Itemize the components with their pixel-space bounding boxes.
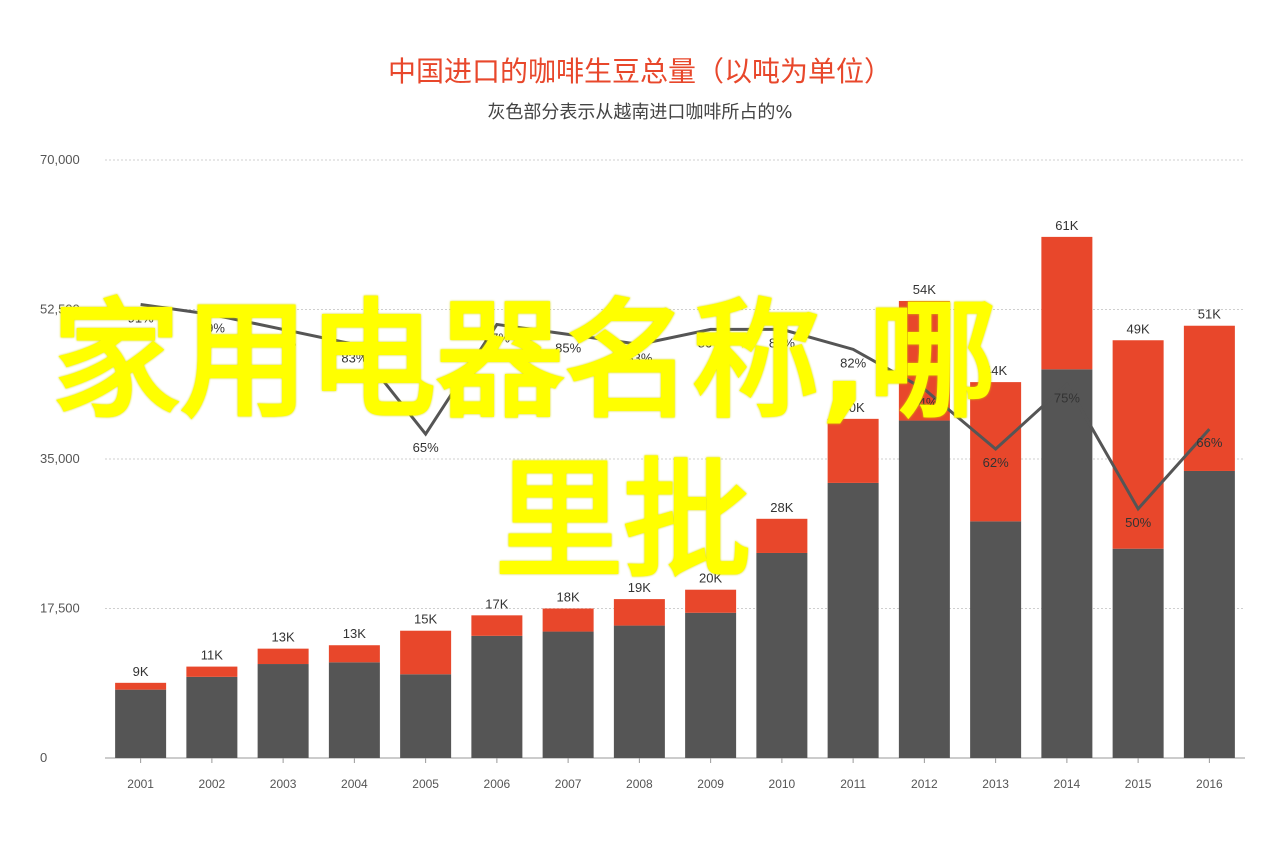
line-point-label: 87% — [484, 330, 510, 345]
x-tick-label: 2007 — [555, 777, 582, 791]
bar-total-label: 19K — [628, 580, 651, 595]
x-tick-label: 2004 — [341, 777, 368, 791]
bar-other-2010 — [756, 518, 808, 553]
bar-vietnam-2015 — [1112, 548, 1164, 758]
y-tick-label: 70,000 — [40, 152, 80, 167]
line-point-label: 86% — [769, 335, 795, 350]
bar-vietnam-2002 — [186, 676, 238, 758]
bar-total-label: 40K — [842, 400, 865, 415]
line-point-label: 83% — [626, 350, 652, 365]
y-tick-label: 52,500 — [40, 302, 80, 317]
bar-other-2013 — [970, 382, 1022, 522]
x-tick-label: 2014 — [1054, 777, 1081, 791]
bar-other-2008 — [613, 599, 665, 626]
x-tick-label: 2010 — [769, 777, 796, 791]
line-point-label: 91% — [128, 311, 154, 326]
line-point-label: 83% — [341, 350, 367, 365]
line-point-label: 82% — [840, 355, 866, 370]
bar-total-label: 28K — [770, 500, 793, 515]
line-point-label: 74% — [911, 395, 937, 410]
bar-other-2015 — [1112, 340, 1164, 549]
bar-vietnam-2001 — [115, 689, 167, 758]
bar-vietnam-2010 — [756, 552, 808, 758]
bar-other-2007 — [542, 608, 594, 632]
line-point-label: 86% — [698, 335, 724, 350]
line-point-label: 85% — [555, 340, 581, 355]
x-tick-label: 2002 — [199, 777, 226, 791]
line-point-label: 75% — [1054, 390, 1080, 405]
bar-total-label: 13K — [272, 630, 295, 645]
bar-vietnam-2003 — [257, 664, 309, 758]
bar-total-label: 44K — [984, 363, 1007, 378]
bar-vietnam-2007 — [542, 631, 594, 758]
x-tick-label: 2016 — [1196, 777, 1223, 791]
bar-total-label: 13K — [343, 626, 366, 641]
x-tick-label: 2015 — [1125, 777, 1152, 791]
line-point-label: 86% — [270, 335, 296, 350]
bar-total-label: 11K — [201, 648, 223, 663]
line-point-label: 62% — [983, 455, 1009, 470]
bar-vietnam-2008 — [613, 625, 665, 758]
bar-vietnam-2013 — [970, 521, 1022, 758]
overlay-text-line2: 里批 — [495, 447, 752, 596]
bar-total-label: 20K — [699, 571, 722, 586]
bar-other-2004 — [328, 645, 380, 663]
bar-vietnam-2009 — [685, 612, 737, 758]
y-tick-label: 17,500 — [40, 601, 80, 616]
bar-total-label: 51K — [1198, 307, 1221, 322]
bar-other-2003 — [257, 648, 309, 665]
bar-other-2011 — [827, 418, 879, 483]
bar-other-2012 — [898, 300, 950, 421]
share-line — [140, 303, 1211, 512]
bar-other-2014 — [1041, 236, 1093, 370]
line-point-label: 50% — [1125, 515, 1151, 530]
bar-total-label: 17K — [485, 596, 508, 611]
x-tick-label: 2008 — [626, 777, 653, 791]
bar-total-label: 15K — [414, 612, 437, 627]
bar-vietnam-2004 — [328, 662, 380, 758]
bar-other-2009 — [685, 589, 737, 613]
line-point-label: 89% — [199, 320, 225, 335]
bar-vietnam-2012 — [898, 420, 950, 758]
bar-total-label: 49K — [1127, 321, 1150, 336]
y-tick-label: 35,000 — [40, 451, 80, 466]
bar-total-label: 61K — [1055, 218, 1078, 233]
x-tick-label: 2009 — [697, 777, 724, 791]
bar-vietnam-2005 — [400, 674, 452, 758]
bar-other-2005 — [400, 630, 452, 675]
x-tick-label: 2006 — [484, 777, 511, 791]
line-point-label: 66% — [1196, 435, 1222, 450]
line-point-label: 65% — [413, 440, 439, 455]
chart-title: 中国进口的咖啡生豆总量（以吨为单位） — [387, 55, 892, 88]
x-tick-label: 2003 — [270, 777, 297, 791]
bar-vietnam-2016 — [1183, 470, 1235, 758]
bar-total-label: 9K — [133, 664, 149, 679]
bar-vietnam-2014 — [1041, 369, 1093, 758]
x-tick-label: 2012 — [911, 777, 938, 791]
chart-subtitle: 灰色部分表示从越南进口咖啡所占的% — [487, 102, 793, 123]
bar-total-label: 18K — [557, 590, 580, 605]
x-tick-label: 2005 — [412, 777, 439, 791]
x-tick-label: 2013 — [982, 777, 1009, 791]
x-tick-label: 2001 — [127, 777, 154, 791]
bar-other-2006 — [471, 615, 523, 636]
bar-other-2002 — [186, 666, 238, 677]
x-tick-label: 2011 — [840, 777, 866, 791]
overlay-text-line1: 家用电器名称,哪 — [52, 287, 997, 436]
bar-vietnam-2011 — [827, 482, 879, 758]
bar-vietnam-2006 — [471, 635, 523, 758]
bar-other-2001 — [115, 682, 167, 690]
y-tick-label: 0 — [40, 750, 47, 765]
bar-total-label: 54K — [913, 282, 936, 297]
